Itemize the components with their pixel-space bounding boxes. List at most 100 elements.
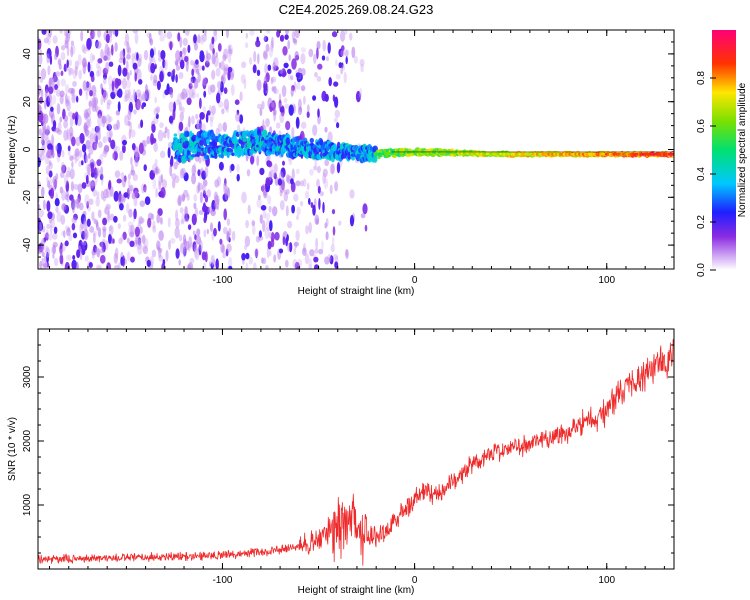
spectrogram-noise-cell [82, 80, 87, 91]
spectrogram-noise-cell [295, 230, 300, 241]
spectrogram-noise-cell [123, 192, 129, 198]
spectrogram-noise-cell [162, 131, 167, 139]
spectrogram-noise-cell [41, 30, 47, 35]
spectrogram-noise-cell [167, 147, 171, 159]
spectrogram-noise-cell [78, 88, 83, 96]
spectrogram-noise-cell [79, 202, 84, 211]
spectrogram-noise-cell [178, 72, 184, 80]
spectrogram-noise-cell [309, 263, 312, 269]
spectrogram-noise-cell [322, 201, 325, 214]
spectrogram-noise-cell [230, 84, 235, 96]
spectrogram-noise-cell [235, 112, 241, 122]
spectrogram-noise-cell [149, 169, 155, 180]
spectrogram-noise-cell [83, 217, 87, 227]
spectrogram-noise-cell [211, 255, 214, 267]
spectrogram-noise-cell [45, 232, 49, 241]
spectrogram-noise-cell [175, 248, 180, 259]
spectrogram-noise-cell [314, 214, 320, 225]
spectrogram-noise-cell [83, 229, 89, 241]
spectrogram-noise-cell [78, 160, 82, 168]
spectrogram-noise-cell [298, 67, 302, 73]
spectrogram-noise-cell [201, 123, 206, 133]
spectrogram-noise-cell [61, 203, 67, 211]
spectrogram-noise-cell [72, 69, 77, 80]
spectrogram-noise-cell [338, 62, 343, 69]
spectrogram-noise-cell [46, 200, 51, 212]
spectrogram-noise-cell [81, 160, 84, 166]
spectrogram-noise-cell [288, 54, 291, 62]
spectrogram-noise-cell [93, 244, 97, 253]
spectrogram-noise-cell [69, 194, 74, 201]
spectrogram-noise-cell [193, 202, 197, 209]
spectrogram-noise-cell [43, 37, 50, 44]
spectrogram-noise-cell [239, 91, 243, 102]
spectrogram-noise-cell [295, 116, 300, 129]
spectrogram-noise-cell [157, 168, 161, 175]
spectrogram-noise-cell [345, 248, 349, 258]
spectrogram-noise-cell [74, 60, 79, 70]
spectrogram-noise-cell [63, 119, 68, 129]
spectrogram-noise-cell [98, 113, 101, 120]
spectrogram-noise-cell [102, 226, 107, 232]
spectrogram-noise-cell [165, 249, 169, 262]
spectrogram-noise-cell [119, 150, 124, 161]
spectrogram-noise-cell [273, 86, 277, 94]
spectrogram-noise-cell [153, 74, 158, 84]
spectrogram-noise-cell [150, 62, 156, 74]
spectrogram-noise-cell [244, 42, 249, 49]
spectrogram-noise-cell [306, 182, 310, 191]
spectrogram-noise-cell [102, 136, 107, 144]
spectrogram-noise-cell [47, 211, 53, 220]
spectrogram-noise-cell [286, 174, 290, 183]
spectrogram-noise-cell [300, 47, 306, 53]
spectrogram-noise-cell [76, 249, 81, 259]
spectrogram-noise-cell [364, 224, 368, 232]
spectrogram-noise-cell [104, 206, 110, 215]
spectrogram-noise-cell [139, 226, 143, 234]
spectrogram-noise-cell [135, 98, 141, 111]
spectrogram-noise-cell [312, 204, 316, 216]
spectrogram-noise-cell [327, 254, 332, 263]
spectrogram-noise-cell [256, 103, 263, 109]
spectrogram-noise-cell [142, 243, 147, 252]
spectrogram-noise-cell [323, 177, 329, 190]
spectrogram-noise-cell [202, 105, 207, 114]
spectrogram-signal-cell [319, 139, 324, 146]
spectrogram-noise-cell [322, 39, 327, 52]
spectrogram-noise-cell [126, 53, 131, 60]
spectrogram-noise-cell [251, 220, 256, 227]
spectrogram-noise-cell [270, 232, 275, 242]
spectrogram-noise-cell [183, 246, 187, 257]
spectrogram-noise-cell [338, 220, 342, 226]
spectrogram-noise-cell [222, 226, 228, 235]
spectrogram-noise-cell [50, 224, 53, 235]
spectrogram-noise-cell [333, 254, 339, 260]
spectrogram-noise-cell [185, 60, 189, 72]
spectrogram-noise-cell [134, 72, 137, 82]
spectrogram-noise-cell [304, 190, 310, 199]
spectrogram-noise-cell [88, 153, 91, 159]
spectrogram-noise-cell [174, 226, 180, 239]
spectrogram-noise-cell [64, 240, 69, 247]
spectrogram-noise-cell [252, 64, 257, 74]
spectrogram-noise-cell [340, 30, 346, 42]
spectrogram-noise-cell [136, 238, 142, 250]
spectrogram-noise-cell [52, 244, 56, 255]
spectrogram-noise-cell [215, 67, 221, 77]
spectrogram-noise-cell [85, 139, 91, 150]
spectrogram-noise-cell [85, 163, 91, 172]
spectrogram-noise-cell [173, 101, 176, 113]
spectrogram-noise-cell [126, 251, 131, 262]
spectrogram-noise-cell [175, 74, 178, 83]
spectrogram-signal-cell [205, 154, 210, 159]
colorbar-label: Normalized spectral amplitude [737, 82, 748, 217]
spectrogram-noise-cell [45, 129, 49, 136]
spectrogram-noise-cell [269, 220, 273, 232]
spectrogram-noise-cell [47, 180, 51, 189]
spectrogram-noise-cell [41, 139, 45, 146]
spectrogram-noise-cell [142, 91, 147, 100]
spectrogram-noise-cell [69, 68, 74, 75]
spectrogram-noise-cell [217, 221, 221, 232]
spectrogram-noise-cell [317, 185, 321, 194]
spectrogram-noise-cell [117, 223, 121, 230]
